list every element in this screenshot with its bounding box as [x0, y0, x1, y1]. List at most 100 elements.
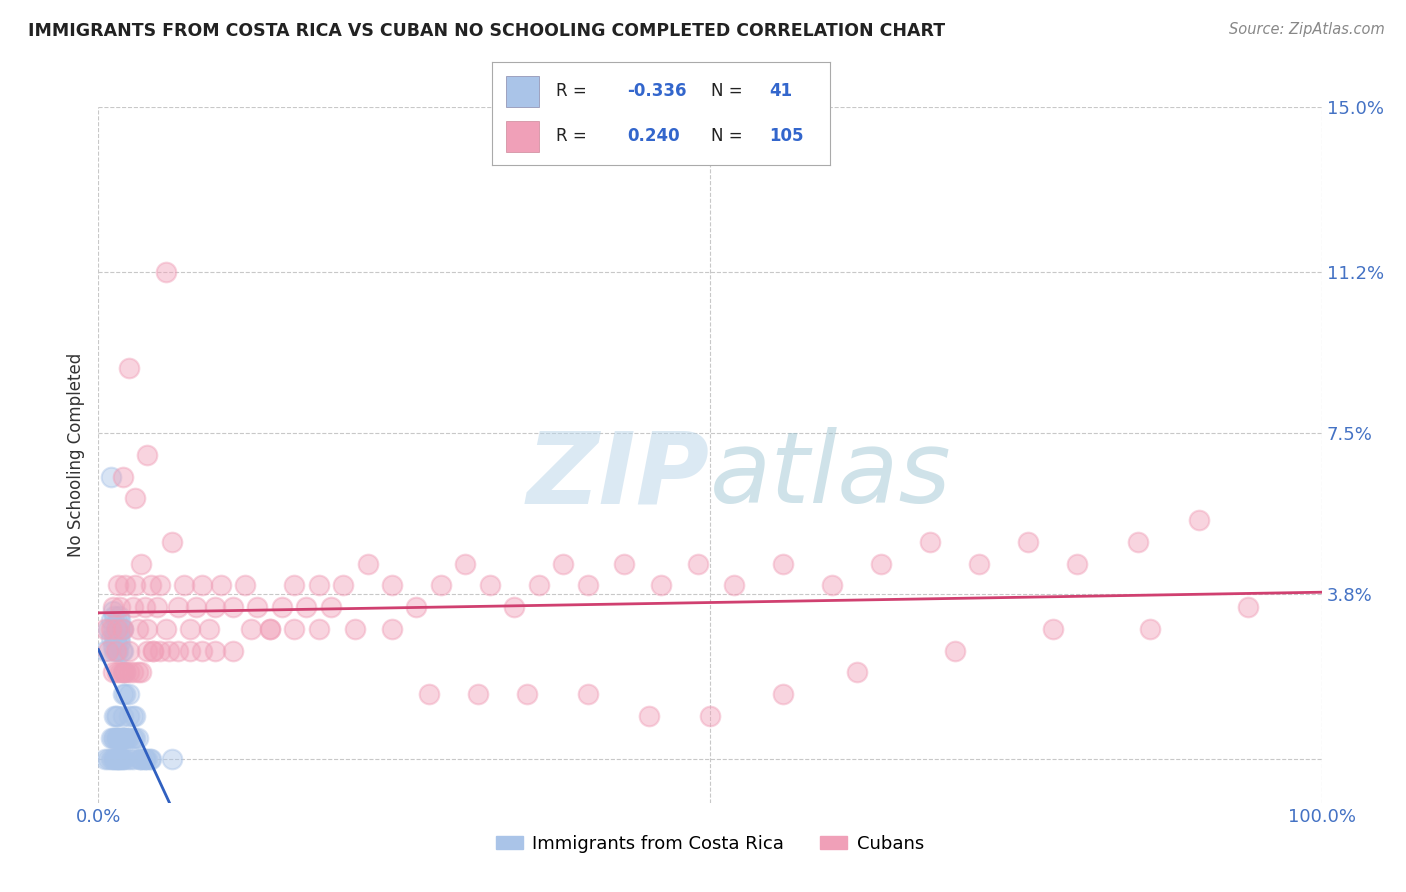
Point — [381, 578, 404, 592]
Point — [121, 731, 143, 745]
Point — [107, 578, 129, 592]
Point — [467, 687, 489, 701]
Point — [308, 578, 330, 592]
Point — [121, 600, 143, 615]
Point — [136, 448, 159, 462]
Point — [100, 469, 122, 483]
Point — [104, 643, 127, 657]
Point — [167, 600, 190, 615]
Point — [173, 578, 195, 592]
Point — [155, 622, 177, 636]
Point — [111, 643, 134, 657]
Point — [139, 578, 162, 592]
Point — [179, 643, 201, 657]
Point — [381, 622, 404, 636]
Text: N =: N = — [711, 82, 742, 100]
Point — [179, 622, 201, 636]
Point — [155, 265, 177, 279]
Point — [613, 557, 636, 571]
Point — [101, 665, 124, 680]
Point — [101, 731, 124, 745]
Point — [108, 608, 131, 623]
Point — [105, 731, 128, 745]
Point — [110, 622, 132, 636]
Point — [111, 665, 134, 680]
Point — [105, 613, 128, 627]
Point — [142, 643, 165, 657]
Point — [105, 665, 128, 680]
Text: -0.336: -0.336 — [627, 82, 686, 100]
Text: atlas: atlas — [710, 427, 952, 524]
Point — [186, 600, 208, 615]
Point — [103, 708, 125, 723]
Point — [134, 752, 156, 766]
Point — [454, 557, 477, 571]
Point — [430, 578, 453, 592]
Point — [114, 665, 136, 680]
Point — [967, 557, 990, 571]
Point — [108, 752, 131, 766]
Point — [100, 631, 122, 645]
Point — [103, 608, 125, 623]
Point — [100, 752, 122, 766]
Point — [101, 605, 124, 619]
Point — [105, 643, 128, 657]
Point — [139, 752, 162, 766]
Legend: Immigrants from Costa Rica, Cubans: Immigrants from Costa Rica, Cubans — [489, 828, 931, 860]
Point — [139, 752, 162, 766]
Text: 105: 105 — [769, 128, 803, 145]
Point — [129, 752, 152, 766]
Point — [128, 752, 150, 766]
Point — [97, 643, 120, 657]
Point — [121, 665, 143, 680]
Point — [233, 578, 256, 592]
Point — [101, 752, 124, 766]
Point — [478, 578, 501, 592]
Point — [101, 600, 124, 615]
Point — [772, 687, 794, 701]
Point — [167, 643, 190, 657]
Point — [1237, 600, 1260, 615]
Text: R =: R = — [557, 82, 586, 100]
Point — [114, 687, 136, 701]
Point — [127, 731, 149, 745]
Point — [503, 600, 526, 615]
Point — [332, 578, 354, 592]
Point — [103, 752, 125, 766]
Point — [870, 557, 893, 571]
Point — [97, 622, 120, 636]
Point — [124, 578, 146, 592]
Point — [93, 622, 115, 636]
Point — [136, 643, 159, 657]
Point — [308, 622, 330, 636]
Point — [118, 361, 141, 376]
Point — [107, 643, 129, 657]
Point — [356, 557, 378, 571]
Point — [108, 731, 131, 745]
Point — [114, 578, 136, 592]
Point — [110, 731, 132, 745]
Point — [111, 469, 134, 483]
Point — [134, 600, 156, 615]
Point — [118, 643, 141, 657]
Point — [110, 635, 132, 649]
Point — [111, 752, 134, 766]
Point — [124, 708, 146, 723]
Point — [319, 600, 342, 615]
Point — [105, 622, 128, 636]
Point — [110, 752, 132, 766]
Point — [114, 731, 136, 745]
Point — [149, 578, 172, 592]
Point — [107, 731, 129, 745]
Point — [136, 622, 159, 636]
Point — [418, 687, 440, 701]
Text: Source: ZipAtlas.com: Source: ZipAtlas.com — [1229, 22, 1385, 37]
Point — [136, 752, 159, 766]
Point — [1139, 622, 1161, 636]
Point — [576, 687, 599, 701]
Point — [104, 635, 127, 649]
Point — [93, 752, 115, 766]
Point — [222, 600, 245, 615]
Point — [160, 752, 183, 766]
Point — [772, 557, 794, 571]
